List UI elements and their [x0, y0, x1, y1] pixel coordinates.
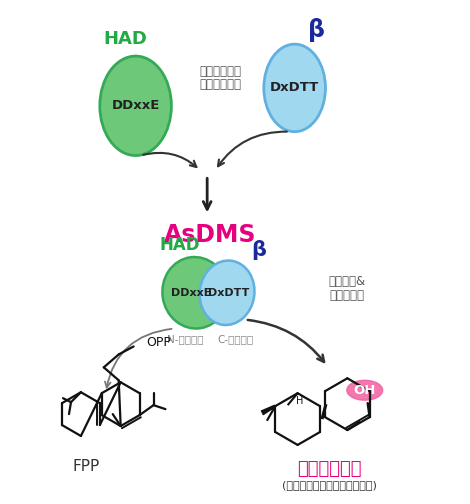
Text: の組み合わせ: の組み合わせ: [199, 79, 241, 91]
Ellipse shape: [264, 44, 325, 132]
FancyArrowPatch shape: [218, 132, 287, 166]
Text: DDxxE: DDxxE: [171, 288, 212, 298]
Text: β: β: [308, 18, 325, 42]
FancyArrowPatch shape: [105, 329, 172, 388]
Text: ドリメノール: ドリメノール: [297, 460, 362, 478]
Text: FPP: FPP: [72, 459, 100, 474]
FancyArrowPatch shape: [143, 153, 196, 167]
Text: (生理活性テルペノイドの一種): (生理活性テルペノイドの一種): [282, 480, 377, 490]
Text: OPP: OPP: [147, 336, 172, 349]
Text: DDxxE: DDxxE: [111, 99, 160, 112]
Text: N-ドメイン: N-ドメイン: [167, 335, 204, 345]
Text: 独自ドメイン: 独自ドメイン: [199, 65, 241, 78]
Text: 脱リン酸化: 脱リン酸化: [330, 289, 365, 302]
Text: HAD: HAD: [104, 30, 148, 48]
Text: H: H: [296, 396, 303, 406]
Text: C-ドメイン: C-ドメイン: [217, 335, 253, 345]
FancyArrowPatch shape: [248, 320, 324, 362]
Ellipse shape: [200, 261, 254, 325]
Text: AsDMS: AsDMS: [164, 223, 257, 247]
Text: DxDTT: DxDTT: [208, 288, 250, 298]
Text: β: β: [251, 240, 266, 260]
Text: HAD: HAD: [159, 236, 200, 254]
Text: 環化反応&: 環化反応&: [329, 275, 366, 288]
Ellipse shape: [162, 257, 228, 329]
Text: OH: OH: [353, 384, 376, 397]
Text: DxDTT: DxDTT: [270, 82, 319, 94]
Ellipse shape: [100, 56, 172, 156]
Ellipse shape: [347, 381, 383, 400]
